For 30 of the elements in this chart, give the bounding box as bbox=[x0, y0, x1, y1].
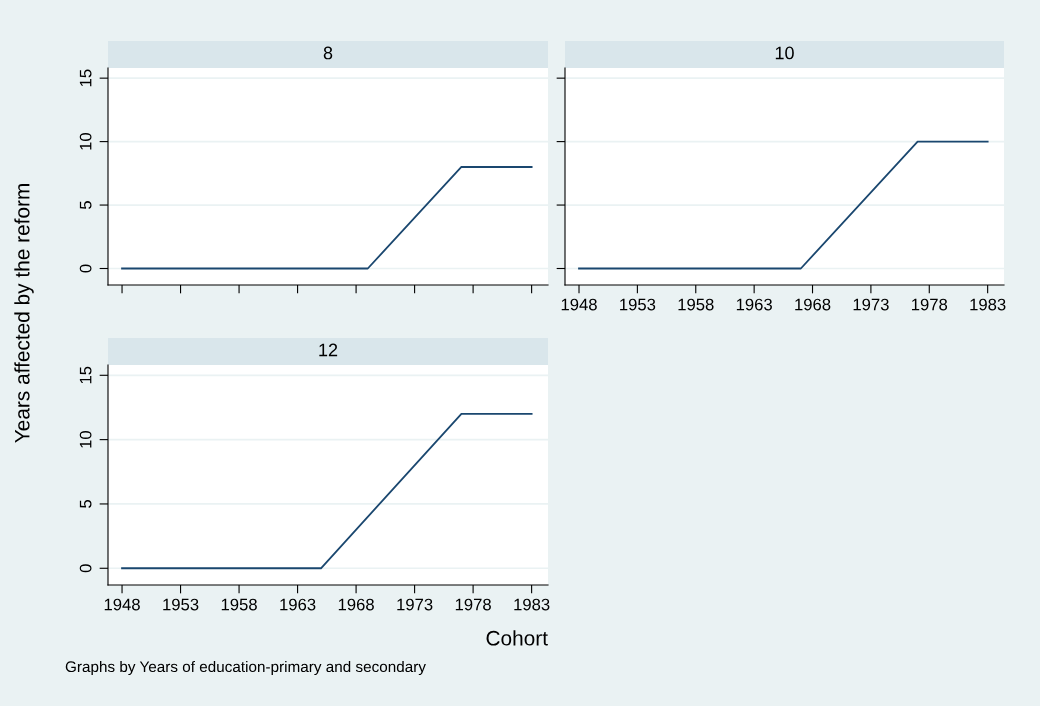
x-tick-label: 1978 bbox=[455, 598, 491, 611]
x-tick-label: 1983 bbox=[970, 298, 1006, 311]
x-tick-label: 1973 bbox=[397, 598, 433, 611]
y-tick-label: 15 bbox=[79, 366, 92, 384]
y-tick-label: 5 bbox=[79, 500, 92, 508]
y-tick-label: 0 bbox=[79, 564, 92, 573]
x-tick-label: 1968 bbox=[795, 298, 831, 311]
y-axis-title: Years affected by the reform bbox=[14, 184, 34, 443]
x-tick-label: 1968 bbox=[338, 598, 374, 611]
x-tick-label: 1958 bbox=[221, 598, 257, 611]
y-tick-label: 10 bbox=[79, 132, 92, 150]
text: Graphs by Years of education-primary and secondary bbox=[65, 660, 426, 676]
x-tick-label: 1948 bbox=[104, 598, 140, 611]
x-tick-label: 1963 bbox=[736, 298, 772, 311]
y-tick-label: 5 bbox=[79, 201, 92, 210]
y-tick-label: 10 bbox=[79, 431, 92, 448]
x-tick-label: 1963 bbox=[280, 598, 316, 611]
chart-title: 10 bbox=[775, 46, 794, 60]
x-tick-label: 1983 bbox=[514, 598, 550, 611]
y-tick-label: 15 bbox=[79, 69, 92, 87]
x-tick-label: 1978 bbox=[912, 298, 948, 311]
chart-title: 8 bbox=[323, 46, 333, 60]
x-tick-label: 1973 bbox=[853, 298, 889, 311]
x-tick-label: 1953 bbox=[163, 598, 199, 611]
chart-title: 12 bbox=[319, 343, 338, 357]
x-tick-label: 1948 bbox=[561, 298, 597, 311]
x-axis-title: Cohort bbox=[486, 630, 548, 646]
x-tick-label: 1953 bbox=[620, 298, 656, 311]
x-tick-label: 1958 bbox=[678, 298, 714, 311]
y-tick-label: 0 bbox=[79, 264, 92, 273]
